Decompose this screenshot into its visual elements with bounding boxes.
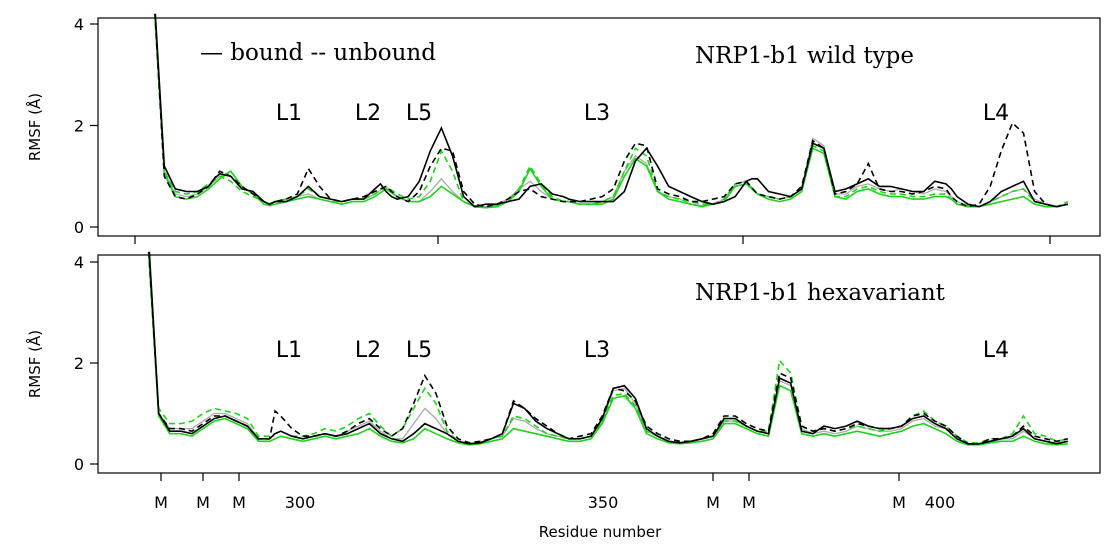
loop-label: L5 (406, 101, 432, 126)
loop-label: L3 (584, 101, 610, 126)
loop-label: L3 (584, 338, 610, 363)
x-tick-label: 400 (925, 493, 956, 512)
y-tick-label: 0 (74, 218, 84, 237)
series-group (153, 13, 1069, 209)
series-line-unbound (154, 13, 1069, 209)
series-line-unbound (148, 251, 1068, 445)
y-tick-label: 2 (74, 354, 84, 373)
panel-frame (97, 254, 1101, 474)
m-mark-label: M (154, 493, 168, 512)
loop-labels: L1 L2 L5 L3 L4 (276, 101, 1009, 126)
x-tick-label: 300 (285, 493, 316, 512)
x-axis-minor-ticks (134, 236, 1051, 244)
m-mark-label: M (892, 493, 906, 512)
y-axis: 0 2 4 (74, 253, 98, 474)
y-tick-label: 0 (74, 455, 84, 474)
y-axis-label: RMSF (Å) (25, 93, 44, 161)
x-axis: M M M M M M 300 350 400 (154, 473, 955, 512)
y-axis: 0 2 4 (74, 15, 98, 237)
loop-label: L4 (983, 338, 1009, 363)
y-tick-label: 2 (74, 117, 84, 136)
loop-label: L1 (276, 338, 302, 363)
panel-title: NRP1-b1 hexavariant (695, 280, 946, 306)
loop-label: L4 (983, 101, 1009, 126)
panel-frame (97, 17, 1101, 237)
loop-labels: L1 L2 L5 L3 L4 (276, 338, 1009, 363)
loop-label: L5 (406, 338, 432, 363)
series-line-bound (147, 251, 1068, 446)
loop-label: L2 (355, 101, 381, 126)
m-mark-label: M (232, 493, 246, 512)
y-tick-label: 4 (74, 253, 84, 272)
x-axis-label: Residue number (539, 523, 662, 541)
m-mark-label: M (742, 493, 756, 512)
x-tick-label: 350 (588, 493, 619, 512)
loop-label: L1 (276, 101, 302, 126)
m-mark-label: M (706, 493, 720, 512)
m-mark-label: M (196, 493, 210, 512)
y-axis-label: RMSF (Å) (25, 330, 44, 398)
series-line-bound (154, 13, 1068, 208)
loop-label: L2 (355, 338, 381, 363)
series-line-bound (148, 251, 1068, 445)
legend-text: — bound -- unbound (200, 40, 436, 66)
y-tick-label: 4 (74, 15, 84, 34)
series-group (147, 251, 1068, 446)
panel-wild-type: 0 2 4 L1 L2 L5 L3 L4 RMSF (Å) NRP1-b1 wild typ… (25, 13, 1101, 244)
panel-title: NRP1-b1 wild type (695, 43, 914, 69)
